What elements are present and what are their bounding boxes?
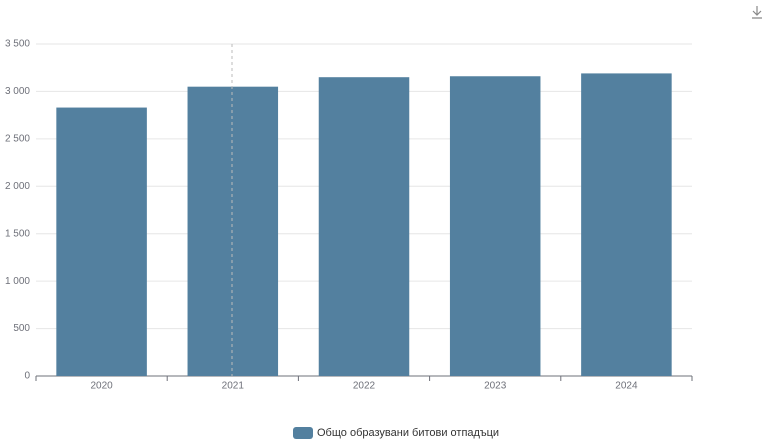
- bar: [449, 76, 541, 376]
- y-tick-label: 2 500: [5, 133, 30, 144]
- bar: [581, 73, 672, 377]
- y-tick-label: 1 500: [5, 228, 30, 239]
- download-icon[interactable]: [752, 6, 762, 19]
- y-tick-label: 3 000: [5, 86, 30, 97]
- x-tick-label: 2021: [222, 381, 245, 392]
- bar: [318, 77, 410, 376]
- x-tick-label: 2024: [615, 381, 638, 392]
- x-tick-label: 2022: [353, 381, 376, 392]
- y-tick-label: 2 000: [5, 181, 30, 192]
- y-tick-label: 1 000: [5, 276, 30, 287]
- y-tick-label: 500: [13, 323, 30, 334]
- legend-swatch: [293, 427, 313, 439]
- y-tick-label: 3 500: [5, 39, 30, 50]
- x-tick-label: 2020: [90, 381, 113, 392]
- download-button[interactable]: [752, 6, 762, 19]
- bar: [56, 107, 147, 376]
- y-tick-label: 0: [24, 371, 30, 382]
- legend-label: Общо образувани битови отпадъци: [317, 427, 499, 439]
- x-tick-label: 2023: [484, 381, 507, 392]
- bar: [187, 86, 279, 376]
